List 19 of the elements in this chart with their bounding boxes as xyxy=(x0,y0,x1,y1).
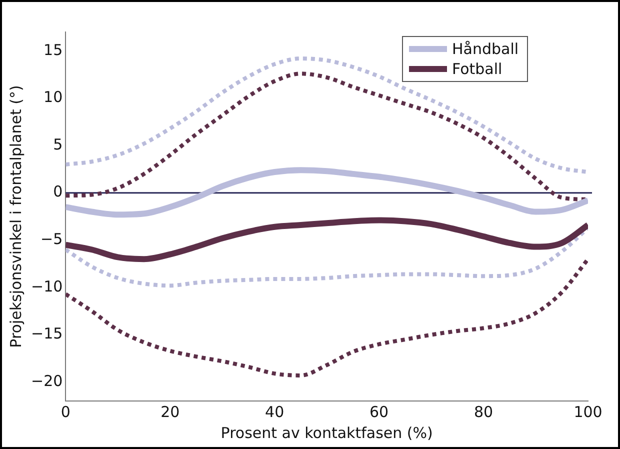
y-tick-label: −5 xyxy=(40,230,63,248)
x-tick-label: 20 xyxy=(160,402,180,421)
y-tick-label: −20 xyxy=(31,372,63,390)
x-tick-label: 60 xyxy=(370,402,389,421)
y-tick-label: 10 xyxy=(44,88,63,106)
x-tick-label: 100 xyxy=(574,402,602,421)
y-tick-label: 0 xyxy=(53,182,63,201)
line-series xyxy=(66,257,588,378)
y-tick-label: 5 xyxy=(53,135,63,154)
legend-label: Håndball xyxy=(452,39,519,59)
x-axis-title: Prosent av kontaktfasen (%) xyxy=(220,424,433,442)
x-tick-label: 40 xyxy=(265,402,284,421)
y-tick-label: −15 xyxy=(31,324,63,343)
y-axis-title: Projeksjonsvinkel i frontalplanet (°) xyxy=(6,85,25,348)
line-series xyxy=(66,56,588,174)
y-tick-label: 15 xyxy=(44,40,63,59)
y-tick-label: −10 xyxy=(31,277,63,296)
legend-label: Fotball xyxy=(452,59,502,79)
x-tick-label: 80 xyxy=(474,402,494,421)
